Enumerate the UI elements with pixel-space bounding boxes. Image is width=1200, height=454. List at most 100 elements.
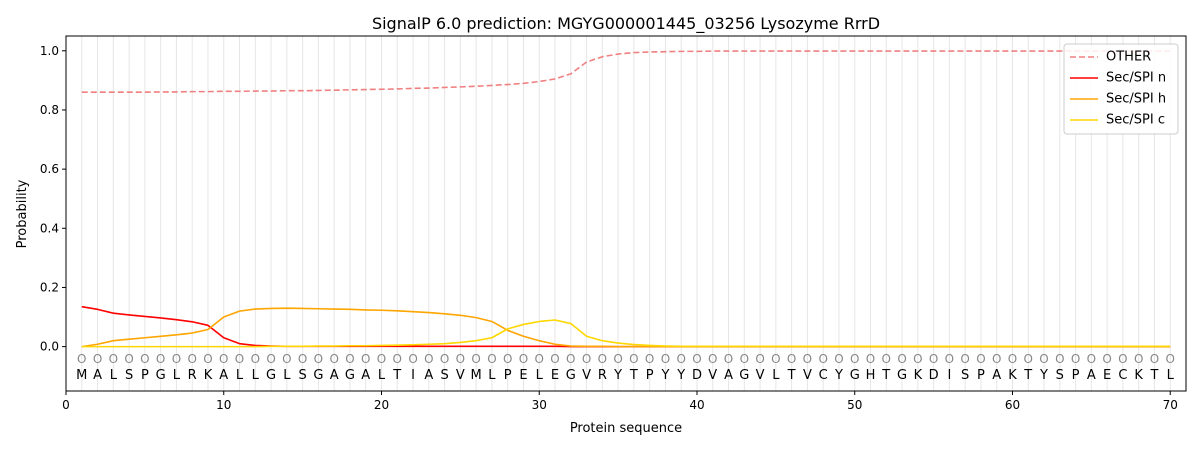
predicted-label: O — [219, 352, 228, 366]
sequence-residue-label: D — [692, 368, 702, 383]
series-line — [81, 307, 1171, 348]
x-tick-label: 0 — [62, 398, 70, 412]
predicted-label: O — [1024, 352, 1033, 366]
sequence-residue-label: V — [582, 368, 591, 383]
sequence-residue-label: M — [471, 368, 482, 383]
predicted-label: O — [582, 352, 591, 366]
predicted-label: O — [329, 352, 338, 366]
sequence-residue-label: K — [204, 368, 213, 383]
predicted-label: O — [866, 352, 875, 366]
sequence-residue-label: C — [1118, 368, 1127, 383]
predicted-label: O — [93, 352, 102, 366]
legend: OTHER Sec/SPI n Sec/SPI h Sec/SPI c — [1063, 43, 1179, 135]
predicted-label: O — [566, 352, 575, 366]
chart-title: SignalP 6.0 prediction: MGYG000001445_03… — [372, 14, 880, 34]
sequence-residue-label: A — [361, 368, 370, 383]
predicted-label: O — [345, 352, 354, 366]
sequence-residue-label: P — [646, 368, 654, 383]
sequence-residue-label: A — [724, 368, 733, 383]
predicted-label: O — [708, 352, 717, 366]
sequence-residue-label: S — [125, 368, 133, 383]
series-line — [81, 319, 1171, 348]
sequence-residue-label: L — [252, 368, 260, 383]
sequence-residue-label: R — [188, 368, 197, 383]
predicted-label: O — [1165, 352, 1174, 366]
sequence-residue-label: G — [850, 368, 860, 383]
y-tick-label: 0.2 — [40, 280, 59, 294]
sequence-residue-label: V — [456, 368, 465, 383]
y-axis-label: Probability — [15, 179, 30, 248]
predicted-label: O — [976, 352, 985, 366]
predicted-label: O — [172, 352, 181, 366]
predicted-label: O — [487, 352, 496, 366]
sequence-label-layer: OMOAOLOSOPOGOLOROKOAOLOLOGOLOSOGOAOGOAOL… — [76, 352, 1175, 383]
y-tick-label: 0.6 — [40, 162, 59, 176]
predicted-label: O — [456, 352, 465, 366]
sequence-residue-label: I — [411, 368, 415, 383]
sequence-residue-label: G — [739, 368, 749, 383]
predicted-label: O — [598, 352, 607, 366]
x-axis-label: Protein sequence — [570, 421, 682, 436]
sequence-residue-label: G — [156, 368, 166, 383]
y-tick-label: 0.0 — [40, 340, 59, 354]
y-tick-label: 0.8 — [40, 103, 59, 117]
predicted-label: O — [408, 352, 417, 366]
sequence-residue-label: A — [219, 368, 228, 383]
plot-frame — [65, 35, 1187, 392]
y-tick-label: 1.0 — [40, 44, 59, 58]
sequence-residue-label: L — [488, 368, 496, 383]
predicted-label: O — [361, 352, 370, 366]
sequence-residue-label: C — [819, 368, 828, 383]
x-tick-label: 60 — [1005, 398, 1020, 412]
sequence-residue-label: L — [378, 368, 386, 383]
sequence-residue-label: A — [424, 368, 433, 383]
sequence-residue-label: T — [392, 368, 401, 383]
predicted-label: O — [818, 352, 827, 366]
predicted-label: O — [850, 352, 859, 366]
predicted-label: O — [156, 352, 165, 366]
predicted-label: O — [140, 352, 149, 366]
sequence-residue-label: E — [551, 368, 559, 383]
predicted-label: O — [803, 352, 812, 366]
sequence-residue-label: D — [929, 368, 939, 383]
sequence-residue-label: T — [787, 368, 796, 383]
predicted-label: O — [913, 352, 922, 366]
predicted-label: O — [724, 352, 733, 366]
sequence-residue-label: M — [76, 368, 87, 383]
predicted-label: O — [535, 352, 544, 366]
predicted-label: O — [929, 352, 938, 366]
sequence-residue-label: Y — [660, 368, 669, 383]
x-tick-label: 10 — [216, 398, 231, 412]
sequence-residue-label: P — [504, 368, 512, 383]
x-tick-label: 20 — [374, 398, 389, 412]
sequence-residue-label: S — [440, 368, 448, 383]
predicted-label: O — [314, 352, 323, 366]
sequence-residue-label: K — [1008, 368, 1017, 383]
sequence-residue-label: L — [173, 368, 181, 383]
predicted-label: O — [1118, 352, 1127, 366]
legend-label: Sec/SPI n — [1106, 71, 1166, 86]
sequence-residue-label: V — [803, 368, 812, 383]
predicted-label: O — [945, 352, 954, 366]
sequence-residue-label: A — [992, 368, 1001, 383]
sequence-residue-label: Y — [613, 368, 622, 383]
predicted-label: O — [992, 352, 1001, 366]
predicted-label: O — [1087, 352, 1096, 366]
sequence-residue-label: S — [1056, 368, 1064, 383]
sequence-residue-label: Y — [676, 368, 685, 383]
sequence-residue-label: K — [1134, 368, 1143, 383]
y-tick-label: 0.4 — [40, 221, 59, 235]
axis-layer: 0 10 20 30 40 50 60 70 0.0 0.2 0.4 0.6 0.8 1.0 — [40, 44, 1178, 412]
sequence-residue-label: P — [141, 368, 149, 383]
sequence-residue-label: G — [345, 368, 355, 383]
grid-layer — [81, 36, 1171, 391]
legend-label: Sec/SPI h — [1106, 92, 1166, 107]
predicted-label: O — [613, 352, 622, 366]
predicted-label: O — [1039, 352, 1048, 366]
sequence-residue-label: T — [881, 368, 890, 383]
predicted-label: O — [740, 352, 749, 366]
sequence-residue-label: L — [110, 368, 118, 383]
sequence-residue-label: T — [1023, 368, 1032, 383]
